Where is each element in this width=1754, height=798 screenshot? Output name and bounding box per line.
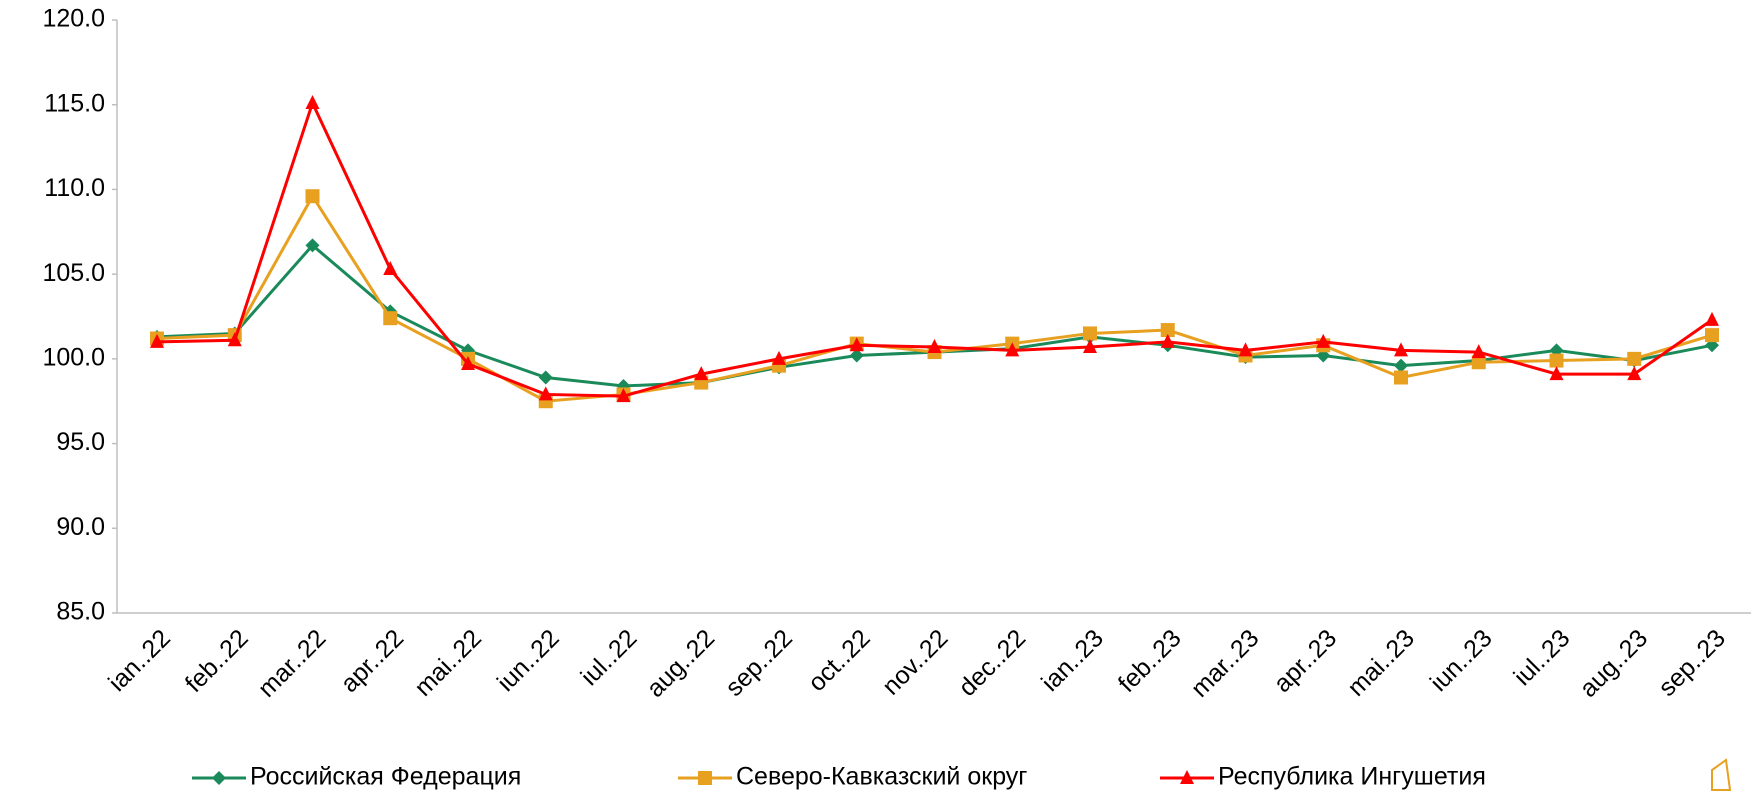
marker xyxy=(212,771,226,785)
x-tick-label: aug..22 xyxy=(641,624,720,703)
y-tick-label: 105.0 xyxy=(42,259,105,287)
legend-label: Российская Федерация xyxy=(250,763,521,791)
x-tick-label: oct..22 xyxy=(803,624,876,697)
marker xyxy=(1471,344,1486,359)
marker xyxy=(1549,366,1564,381)
x-tick-label: iul..23 xyxy=(1508,624,1575,691)
x-tick-label: feb..23 xyxy=(1113,624,1187,698)
marker xyxy=(698,771,712,785)
x-tick-label: sep..23 xyxy=(1653,624,1731,702)
series xyxy=(150,95,1719,403)
marker xyxy=(1160,333,1175,348)
marker xyxy=(1005,342,1020,357)
x-tick-label: dec..22 xyxy=(953,624,1031,702)
x-tick-label: iun..23 xyxy=(1425,624,1498,697)
x-tick-label: feb..22 xyxy=(180,624,254,698)
marker xyxy=(1394,358,1408,373)
marker xyxy=(849,337,864,352)
y-tick-label: 115.0 xyxy=(44,89,105,117)
marker xyxy=(694,366,709,381)
x-tick-label: iul..22 xyxy=(575,624,642,691)
legend-label: Северо-Кавказский округ xyxy=(736,763,1027,791)
x-tick-label: iun..22 xyxy=(492,624,565,697)
x-tick-label: ian..23 xyxy=(1036,624,1109,697)
series-line xyxy=(156,193,1713,403)
marker xyxy=(150,333,164,348)
marker xyxy=(1549,353,1564,368)
x-tick-label: mai..22 xyxy=(409,624,487,702)
x-tick-label: apr..22 xyxy=(335,624,409,698)
marker xyxy=(538,370,553,385)
marker xyxy=(772,350,786,365)
marker xyxy=(305,238,320,253)
x-tick-label: mar..22 xyxy=(253,624,332,703)
series xyxy=(150,189,1719,409)
x-tick-label: sep..22 xyxy=(720,624,798,702)
marker xyxy=(927,338,942,353)
marker xyxy=(1394,370,1408,385)
corner-icon xyxy=(1711,758,1732,791)
marker xyxy=(305,95,320,110)
marker xyxy=(1083,326,1097,341)
marker xyxy=(1083,338,1097,353)
marker xyxy=(383,311,398,326)
legend-label: Республика Ингушетия xyxy=(1218,763,1486,791)
marker xyxy=(849,348,864,363)
y-tick-label: 100.0 xyxy=(42,343,105,371)
marker xyxy=(538,386,553,401)
marker xyxy=(305,189,320,204)
marker xyxy=(1705,328,1719,343)
x-tick-label: aug..23 xyxy=(1574,624,1653,703)
marker xyxy=(1705,311,1719,326)
marker xyxy=(1160,323,1175,338)
y-tick-label: 110.0 xyxy=(44,174,105,202)
y-tick-label: 120.0 xyxy=(42,5,105,33)
y-tick-label: 85.0 xyxy=(56,598,105,626)
x-tick-label: nov..22 xyxy=(877,624,953,700)
marker xyxy=(1394,342,1408,357)
marker xyxy=(1316,333,1331,348)
marker xyxy=(1627,351,1642,366)
y-tick-label: 90.0 xyxy=(56,513,105,541)
x-tick-label: ian..22 xyxy=(103,624,176,697)
marker xyxy=(1238,342,1253,357)
x-tick-label: apr..23 xyxy=(1268,624,1342,698)
x-tick-label: mar..23 xyxy=(1186,624,1265,703)
marker xyxy=(227,332,242,347)
marker xyxy=(1471,355,1486,370)
marker xyxy=(616,388,631,403)
y-tick-label: 95.0 xyxy=(56,428,105,456)
marker xyxy=(1627,366,1642,381)
marker xyxy=(1180,770,1194,784)
x-tick-label: mai..23 xyxy=(1342,624,1420,702)
marker xyxy=(383,261,398,276)
marker xyxy=(461,355,475,370)
